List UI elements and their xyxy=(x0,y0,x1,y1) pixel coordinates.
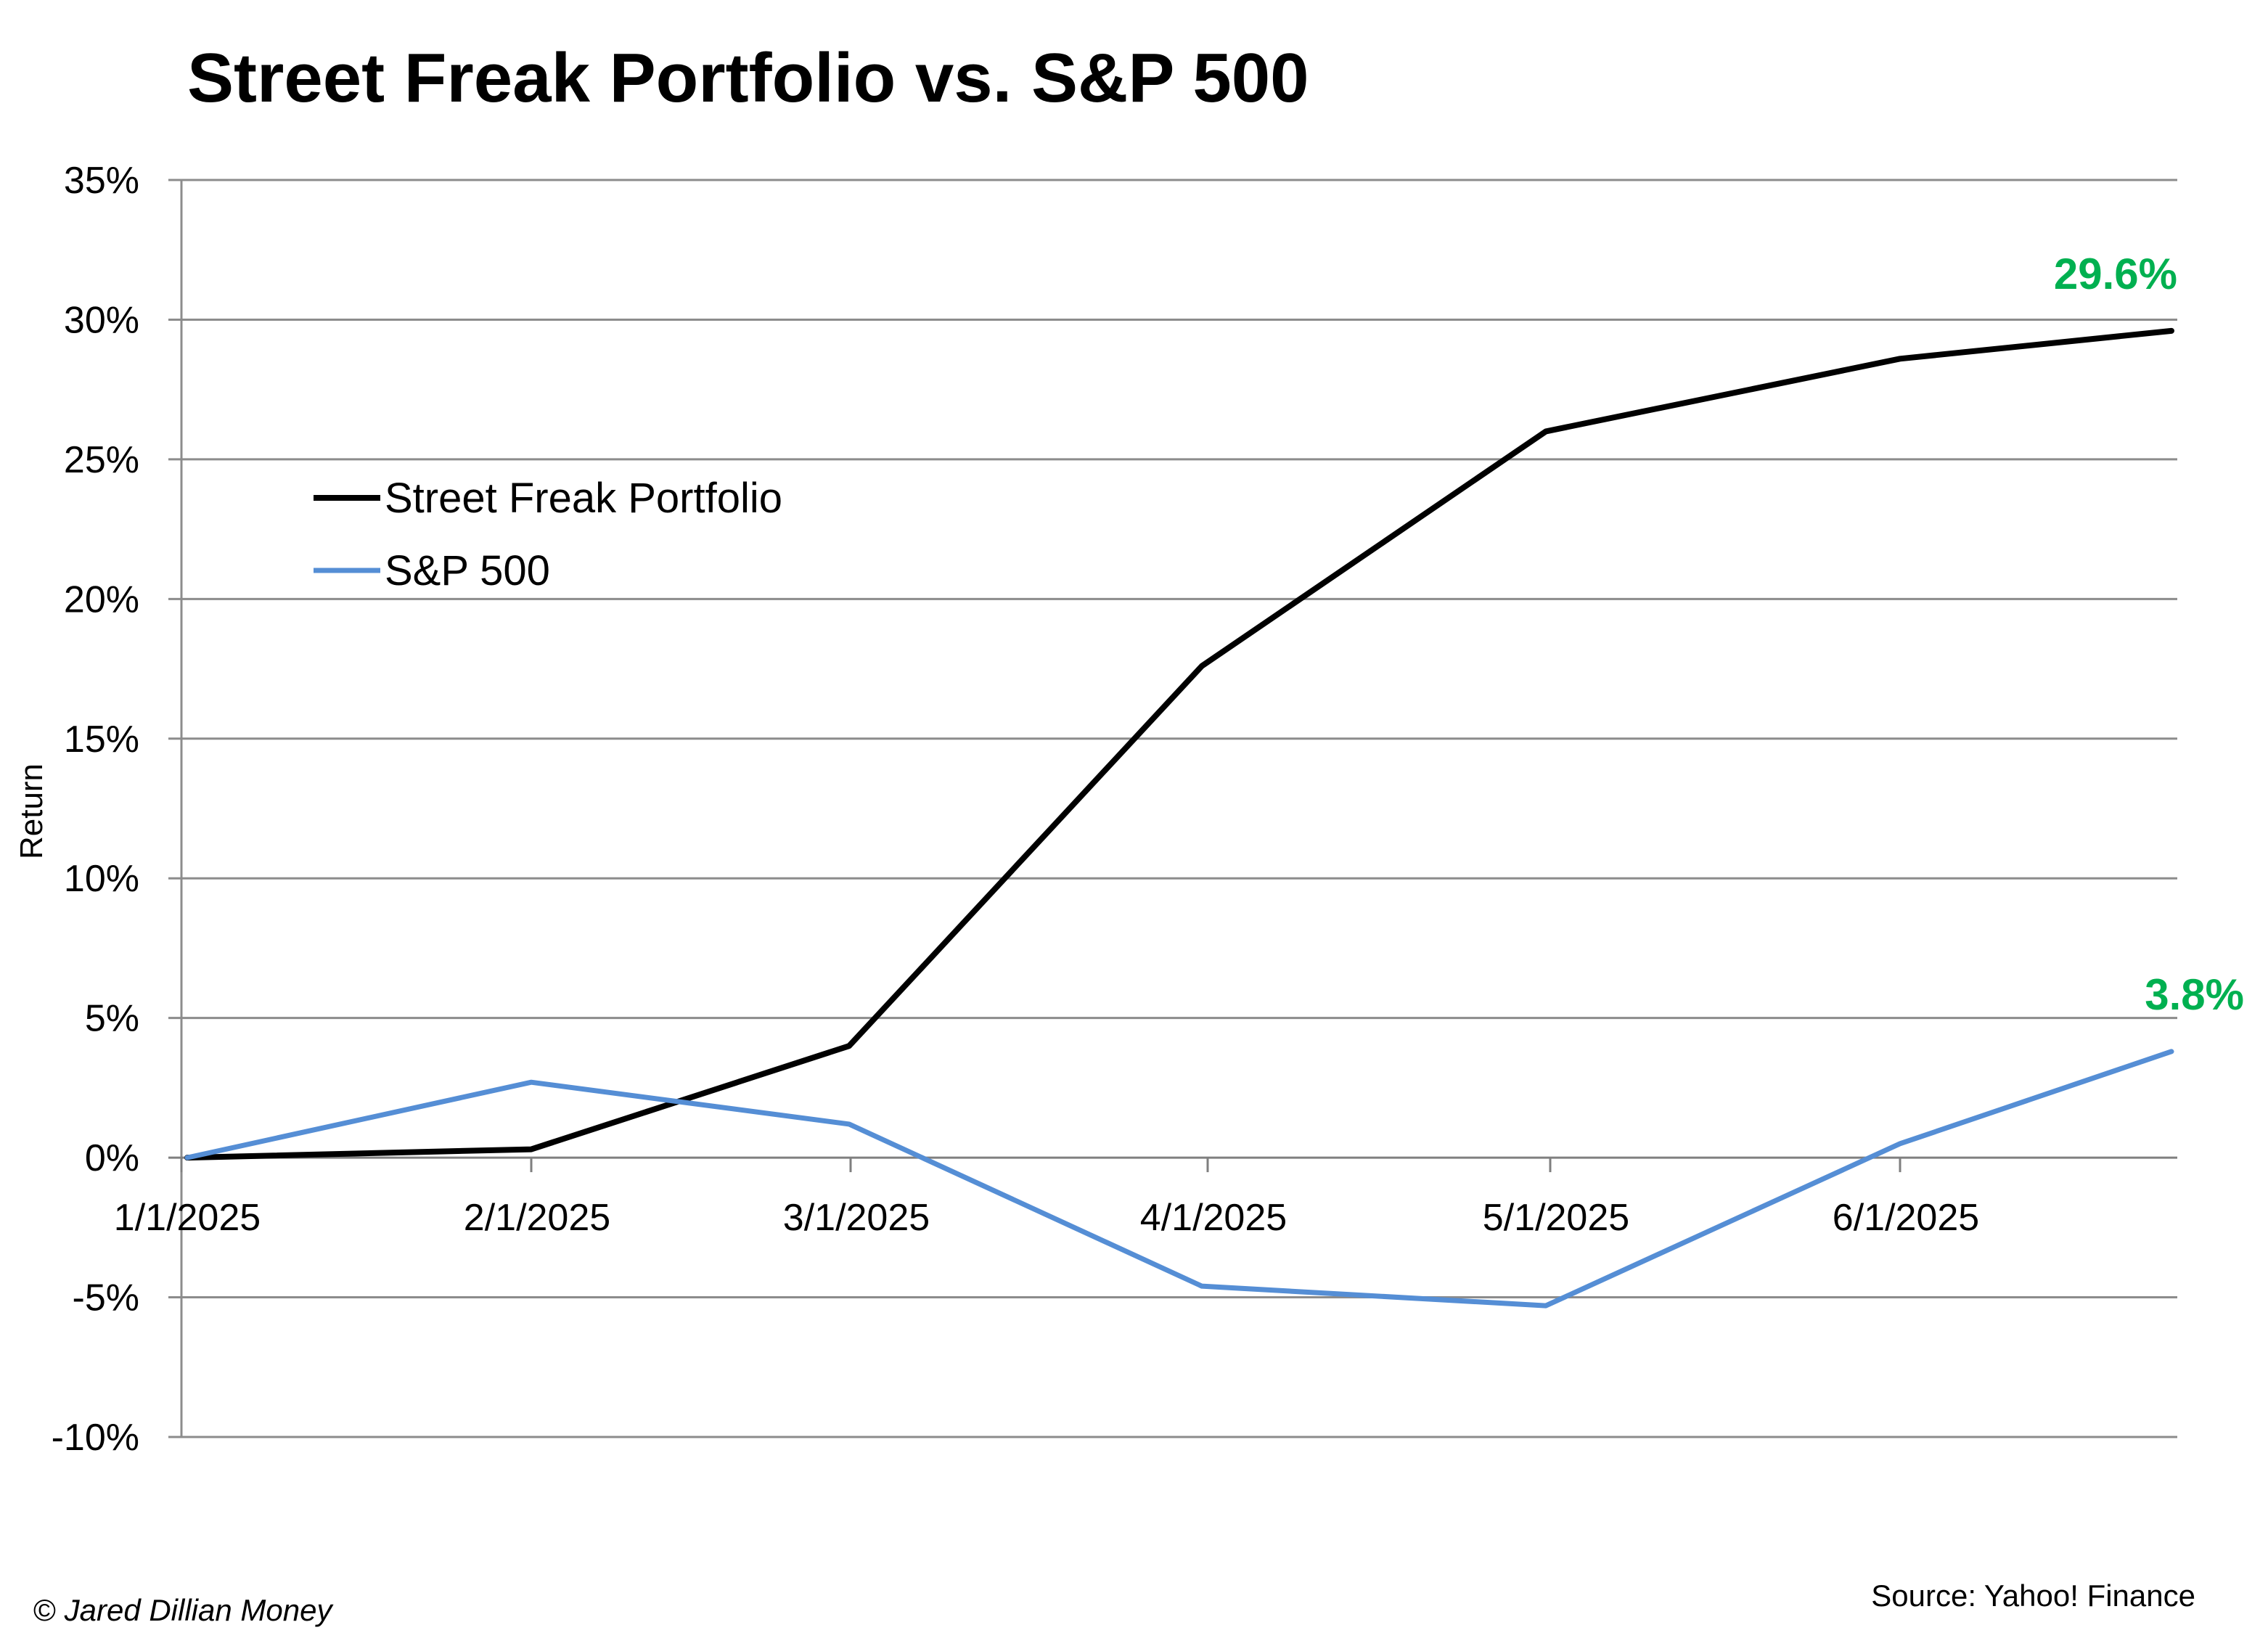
y-axis-title: Return xyxy=(14,763,49,859)
y-tick-label: 15% xyxy=(64,718,139,761)
y-tick-label: -5% xyxy=(73,1277,139,1319)
x-tick-label: 2/1/2025 xyxy=(464,1197,610,1239)
series-lines xyxy=(184,327,2174,1309)
end-value-label: 3.8% xyxy=(2145,970,2244,1019)
y-tick-label: 25% xyxy=(64,439,139,481)
y-tick-label: 0% xyxy=(85,1137,139,1179)
legend-label: S&P 500 xyxy=(385,547,550,594)
axes xyxy=(168,180,2177,1437)
y-tick-label: 35% xyxy=(64,160,139,202)
credit-text: Jared Dillian Money xyxy=(64,1593,332,1627)
y-tick-label: 5% xyxy=(85,998,139,1040)
x-tick-label: 6/1/2025 xyxy=(1833,1197,1979,1239)
series-line-portfolio xyxy=(184,327,2174,1161)
legend-label: Street Freak Portfolio xyxy=(385,475,782,522)
source-note: Source: Yahoo! Finance xyxy=(1871,1579,2195,1613)
end-value-label: 29.6% xyxy=(2054,250,2177,298)
copyright-credit: © Jared Dillian Money xyxy=(33,1593,332,1628)
y-tick-label: 20% xyxy=(64,578,139,621)
legend: Street Freak Portfolio S&P 500 xyxy=(314,475,782,594)
x-tick-label: 3/1/2025 xyxy=(783,1197,930,1239)
gridlines xyxy=(168,179,2177,1438)
x-tick-label: 5/1/2025 xyxy=(1483,1197,1629,1239)
x-tick-label: 1/1/2025 xyxy=(114,1197,261,1239)
copyright-symbol: © xyxy=(33,1593,56,1627)
y-tick-label: 30% xyxy=(64,299,139,341)
series-line-sp500 xyxy=(184,1049,2174,1309)
x-tick-label: 4/1/2025 xyxy=(1140,1197,1287,1239)
y-tick-label: 10% xyxy=(64,858,139,900)
tick-labels: 35% 30% 25% 20% 15% 10% 5% 0% -5% -10% 1/1/2025 2/1… xyxy=(52,160,2244,1459)
y-tick-label: -10% xyxy=(52,1417,139,1459)
chart-title: Street Freak Portfolio vs. S&P 500 xyxy=(187,39,1309,117)
